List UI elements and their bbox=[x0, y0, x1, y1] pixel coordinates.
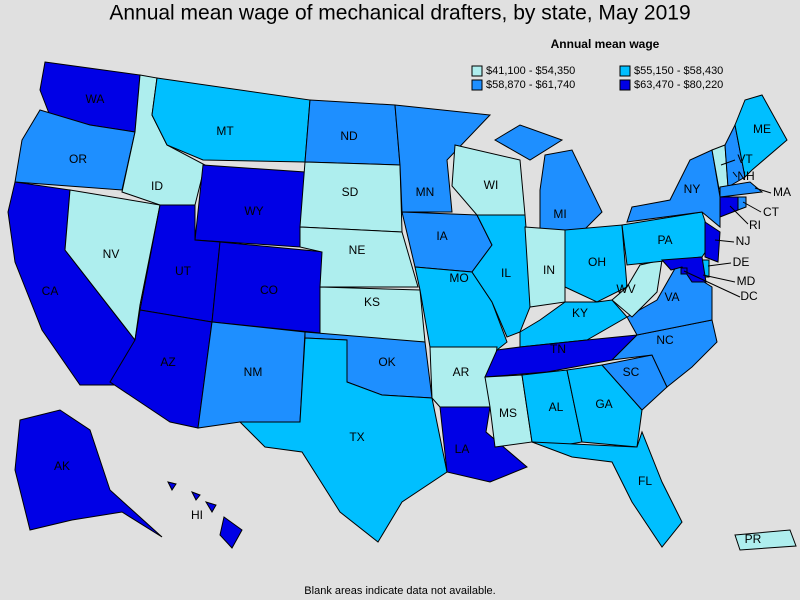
state-label: FL bbox=[638, 474, 652, 488]
state-label: AL bbox=[549, 400, 564, 414]
state-label: WA bbox=[86, 92, 105, 106]
state-label: KS bbox=[364, 295, 380, 309]
state-label: AK bbox=[54, 459, 70, 473]
state-shape bbox=[734, 94, 788, 179]
footnote: Blank areas indicate data not available. bbox=[304, 585, 495, 597]
state-label: IN bbox=[543, 263, 555, 277]
state-label: ID bbox=[151, 179, 163, 193]
state-label: NY bbox=[684, 182, 701, 196]
state-label: PR bbox=[745, 532, 762, 546]
state-label: AZ bbox=[160, 355, 175, 369]
state-label: DE bbox=[733, 255, 750, 269]
state-label: GA bbox=[595, 397, 612, 411]
state-label: DC bbox=[740, 289, 758, 303]
state-shape bbox=[566, 364, 643, 448]
state-shape bbox=[531, 430, 683, 548]
state-label: NM bbox=[244, 365, 263, 379]
leader-line bbox=[702, 274, 736, 283]
state-label: NH bbox=[737, 169, 754, 183]
state-label: MD bbox=[737, 274, 756, 288]
state-labels: WA OR CA NV ID MT WY UT CO AZ NM ND SD NE KS OK TX MN IA MO… bbox=[42, 92, 791, 546]
state-label: WV bbox=[616, 282, 635, 296]
state-shape bbox=[484, 374, 533, 448]
state-label: IA bbox=[436, 229, 447, 243]
state-shape bbox=[626, 264, 713, 336]
state-label: MN bbox=[416, 185, 435, 199]
state-label: OH bbox=[588, 255, 606, 269]
state-label: WY bbox=[244, 204, 263, 218]
leader-line bbox=[729, 205, 749, 225]
legend: $41,100 - $54,350 $55,150 - $58,430 $58,87… bbox=[471, 65, 723, 91]
state-label: OK bbox=[378, 355, 395, 369]
state-label: CA bbox=[42, 284, 59, 298]
state-label: MO bbox=[449, 271, 468, 285]
state-label: IL bbox=[501, 266, 511, 280]
state-label: CO bbox=[260, 283, 278, 297]
states bbox=[7, 61, 797, 551]
state-label: NE bbox=[349, 243, 366, 257]
legend-swatch bbox=[471, 79, 483, 91]
state-label: CT bbox=[763, 205, 780, 219]
state-shape bbox=[394, 104, 492, 213]
legend-label: $41,100 - $54,350 bbox=[486, 65, 575, 77]
legend-label: $58,870 - $61,740 bbox=[486, 79, 575, 91]
leader-line bbox=[683, 270, 741, 298]
state-label: MA bbox=[773, 185, 791, 199]
leader-line bbox=[754, 187, 772, 194]
state-label: ND bbox=[340, 129, 358, 143]
leader-line bbox=[714, 239, 735, 243]
state-shape bbox=[564, 224, 628, 303]
legend-swatch bbox=[619, 79, 631, 91]
state-shape bbox=[737, 196, 747, 211]
state-label: UT bbox=[175, 264, 192, 278]
legend-swatch bbox=[619, 65, 631, 77]
legend-label: $63,470 - $80,220 bbox=[634, 79, 723, 91]
state-label: NC bbox=[656, 333, 674, 347]
leader-line bbox=[732, 171, 738, 178]
map-title: Annual mean wage of mechanical drafters,… bbox=[109, 2, 690, 25]
state-label: WI bbox=[484, 178, 499, 192]
state-label: MS bbox=[499, 406, 517, 420]
state-shape bbox=[719, 196, 739, 218]
legend-title: Annual mean wage bbox=[551, 37, 660, 51]
state-shape bbox=[626, 149, 721, 229]
state-label: HI bbox=[191, 508, 203, 522]
state-label: ME bbox=[753, 122, 771, 136]
state-label: SD bbox=[342, 185, 359, 199]
state-label: MI bbox=[553, 207, 566, 221]
legend-label: $55,150 - $58,430 bbox=[634, 65, 723, 77]
state-label: TN bbox=[550, 342, 566, 356]
leader-line bbox=[720, 159, 736, 166]
state-shape bbox=[14, 409, 163, 538]
state-label: KY bbox=[572, 306, 588, 320]
state-label: PA bbox=[657, 233, 672, 247]
state-label: AR bbox=[453, 365, 470, 379]
state-label: TX bbox=[349, 430, 364, 444]
state-label: VT bbox=[737, 152, 753, 166]
state-shape bbox=[167, 481, 243, 549]
state-shape bbox=[704, 221, 721, 263]
leader-line bbox=[742, 201, 762, 213]
state-shape bbox=[238, 337, 448, 543]
state-label: SC bbox=[623, 365, 640, 379]
state-label: NJ bbox=[736, 234, 751, 248]
state-label: RI bbox=[749, 218, 761, 232]
leader-line bbox=[707, 262, 732, 267]
state-label: OR bbox=[69, 152, 87, 166]
state-shape bbox=[719, 181, 764, 198]
state-label: NV bbox=[103, 247, 120, 261]
leader-lines bbox=[683, 159, 772, 298]
state-label: LA bbox=[455, 442, 470, 456]
state-label: VA bbox=[664, 290, 679, 304]
state-shape bbox=[734, 529, 797, 551]
legend-swatch bbox=[471, 65, 483, 77]
state-label: MT bbox=[216, 124, 234, 138]
